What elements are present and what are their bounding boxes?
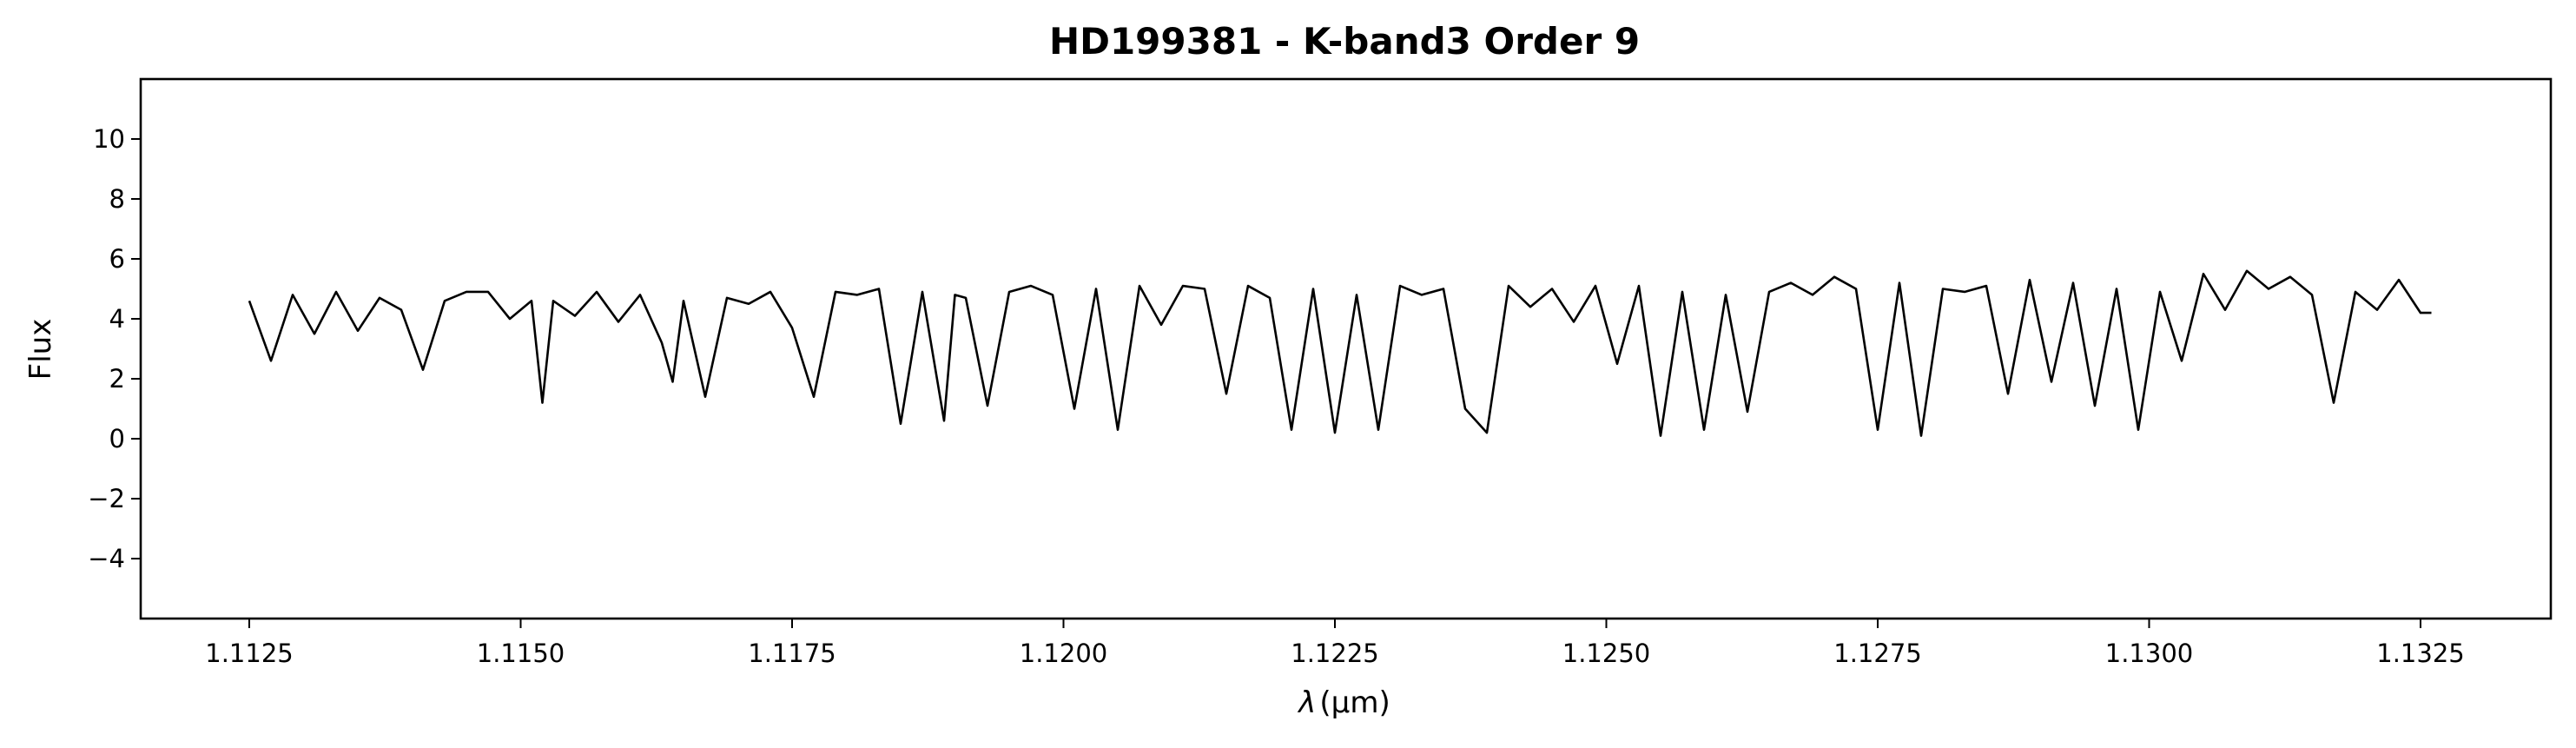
y-tick-label: 8 [109, 184, 125, 214]
x-tick-label: 1.1175 [748, 639, 836, 668]
x-tick-label: 1.1275 [1833, 639, 1921, 668]
y-tick-label: 0 [109, 424, 125, 453]
y-tick-label: −4 [88, 544, 125, 573]
x-tick-label: 1.1300 [2105, 639, 2193, 668]
y-axis-label: Flux [23, 319, 58, 381]
x-axis-label-symbol: λ [1297, 685, 1316, 720]
x-axis: 1.1125 1.1150 1.1175 1.1200 1.1225 1.1250 1.12… [205, 619, 2465, 668]
x-tick-label: 1.1325 [2376, 639, 2464, 668]
chart-title: HD199381 - K-band3 Order 9 [1049, 20, 1640, 63]
y-tick-label: 10 [93, 124, 125, 154]
x-axis-label: λ (μm) [1297, 685, 1390, 720]
spectrum-line [248, 269, 2432, 437]
x-tick-label: 1.1250 [1562, 639, 1650, 668]
x-tick-label: 1.1200 [1020, 639, 1107, 668]
plot-frame [139, 77, 2553, 620]
y-tick-label: −2 [88, 484, 125, 513]
x-tick-label: 1.1150 [477, 639, 565, 668]
y-tick-label: 4 [109, 304, 125, 334]
y-tick-label: 2 [109, 364, 125, 394]
y-axis: −4 −2 0 2 4 6 8 10 [88, 124, 141, 573]
y-tick-label: 6 [109, 244, 125, 274]
x-tick-label: 1.1225 [1291, 639, 1378, 668]
x-axis-label-unit: (μm) [1319, 685, 1390, 720]
x-tick-label: 1.1125 [205, 639, 293, 668]
